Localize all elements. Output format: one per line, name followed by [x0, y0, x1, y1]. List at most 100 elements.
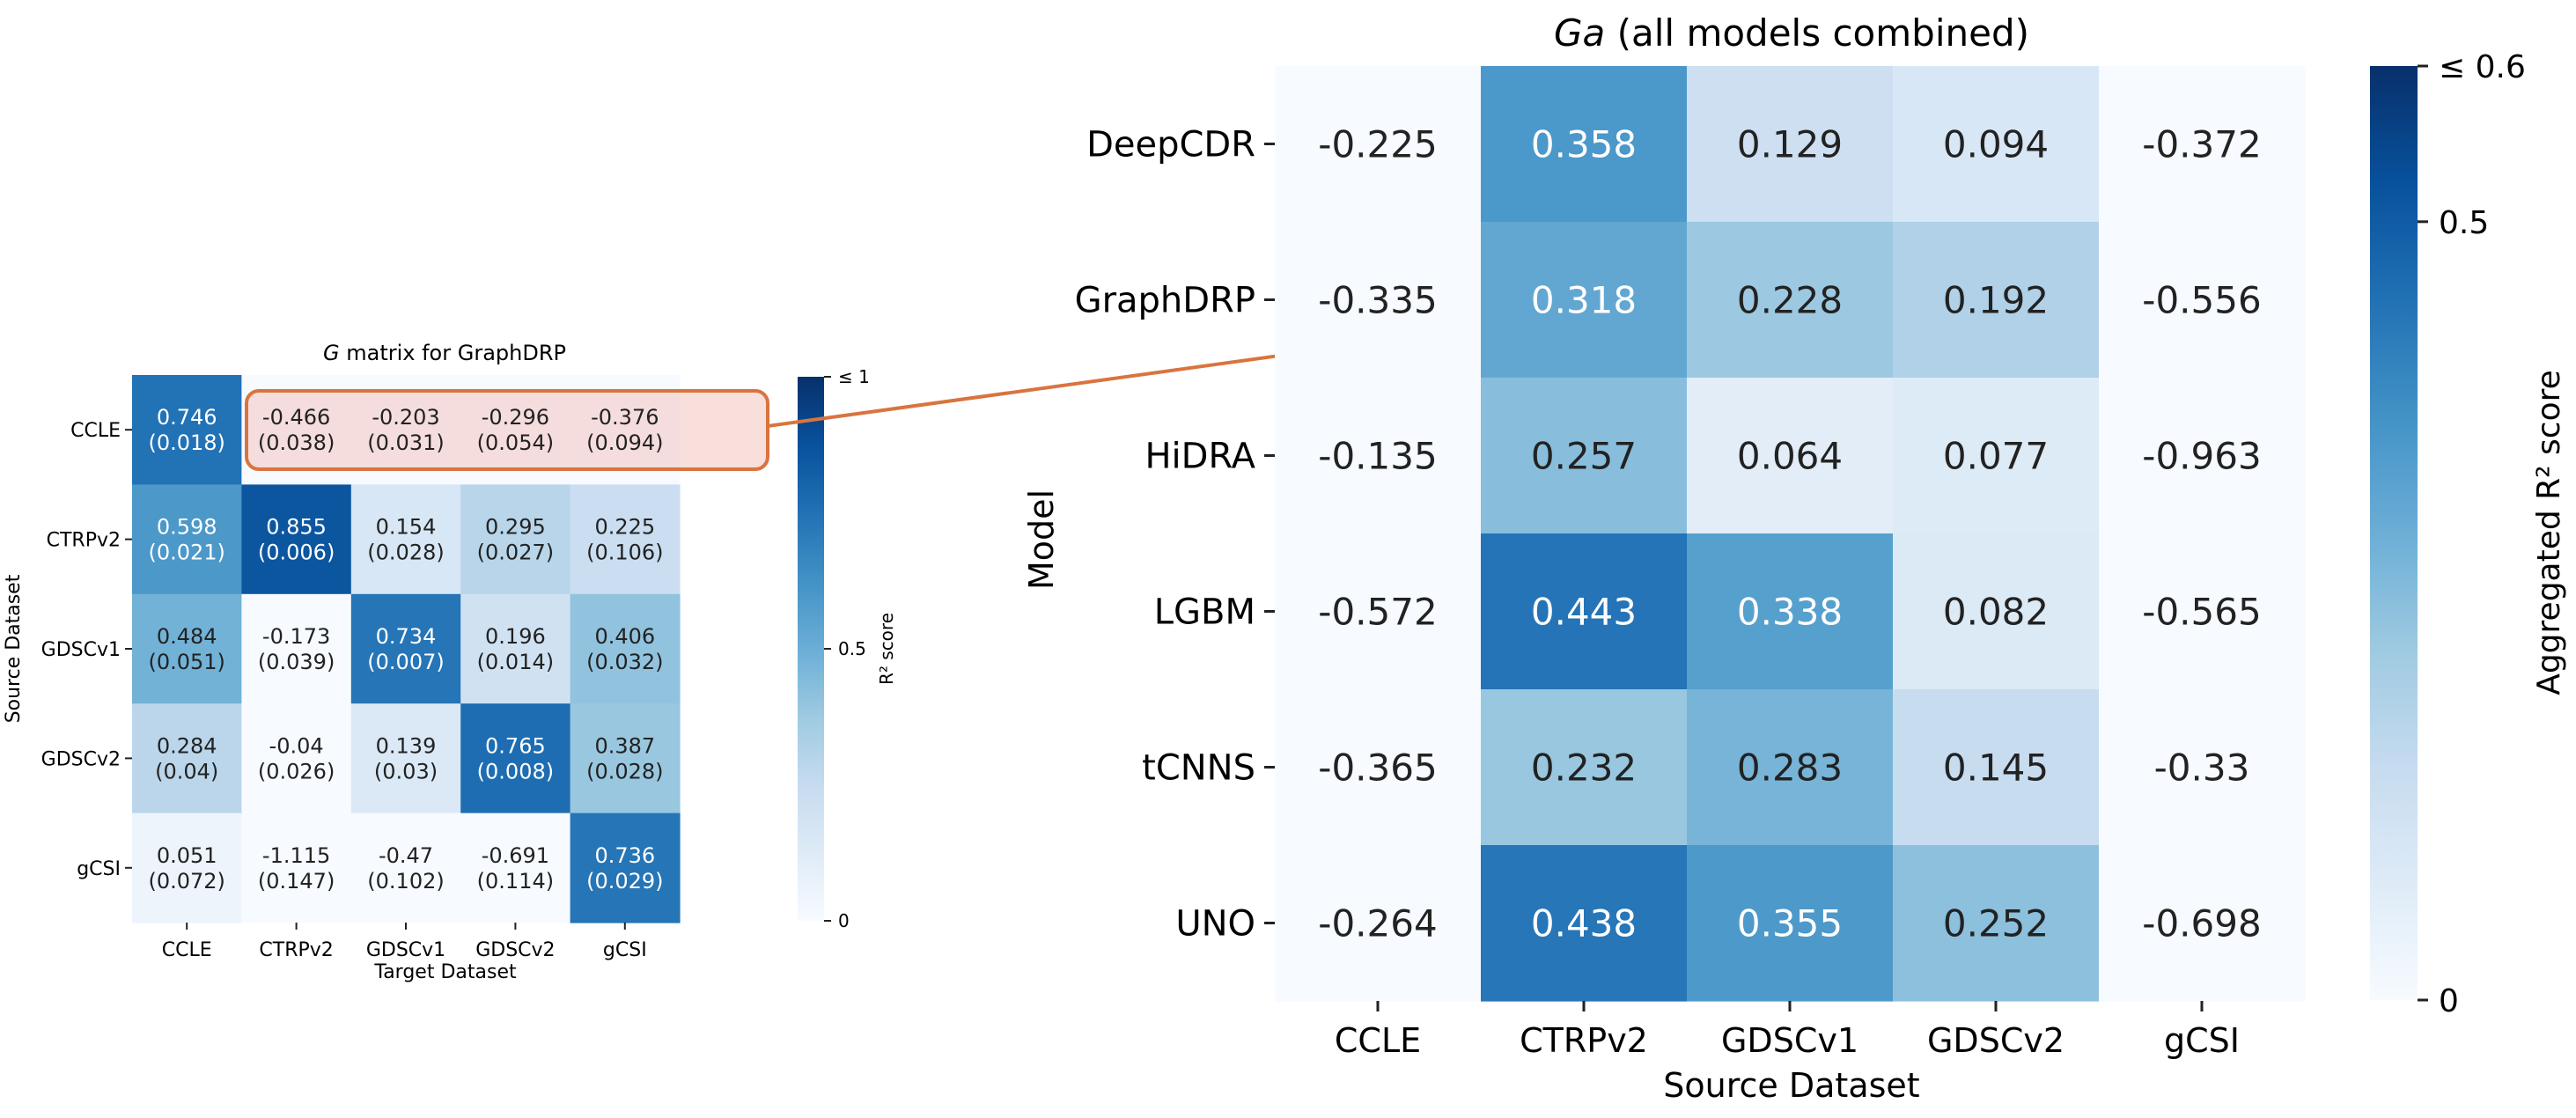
small-heatmap-cell-std: (0.031): [367, 430, 444, 455]
small-heatmap-cell-std: (0.008): [477, 759, 554, 783]
main-heatmap-cell-value: -0.335: [1318, 279, 1437, 322]
small-heatmap-cell-value: 0.598: [157, 515, 217, 540]
main-heatmap-cell-value: 0.443: [1531, 591, 1637, 634]
small-heatmap-cell-value: 0.139: [376, 733, 437, 758]
small-heatmap-cell-std: (0.051): [148, 650, 224, 674]
main-heatmap-cell-value: -0.963: [2142, 435, 2261, 478]
main-heatmap-cell-value: -0.365: [1318, 747, 1437, 790]
main-heatmap-x-tick-label: GDSCv2: [1927, 1021, 2064, 1060]
small-colorbar-label: R² score: [876, 613, 897, 685]
main-heatmap-cell-value: 0.358: [1531, 123, 1637, 166]
main-heatmap-cell: [2099, 66, 2306, 223]
small-heatmap-cell-std: (0.147): [258, 869, 335, 894]
main-heatmap-cell: [1275, 66, 1482, 223]
main-heatmap-cell: [1275, 222, 1482, 379]
main-heatmap-y-tick-label: HiDRA: [1144, 437, 1255, 477]
small-heatmap-cell: [570, 593, 681, 704]
small-heatmap-cell-std: (0.054): [477, 430, 554, 455]
main-heatmap-y-tick-label: LGBM: [1154, 592, 1255, 633]
small-heatmap-x-tick-label: CTRPv2: [259, 939, 333, 961]
main-heatmap-cell-value: 0.257: [1531, 435, 1637, 478]
main-heatmap-cell: [1481, 378, 1688, 534]
main-heatmap-cell: [1687, 845, 1894, 1002]
main-heatmap-cell: [1893, 533, 2100, 690]
main-colorbar: [2370, 66, 2418, 1000]
main-heatmap-cell: [1275, 689, 1482, 846]
main-heatmap-cell: [2099, 378, 2306, 534]
small-heatmap-cell: [241, 484, 352, 595]
main-heatmap-cell-value: 0.228: [1737, 279, 1843, 322]
small-heatmap-cell-std: (0.106): [586, 541, 663, 565]
small-heatmap-cell-value: -0.296: [482, 405, 549, 430]
small-heatmap-cell: [460, 484, 571, 595]
small-heatmap-cell-std: (0.114): [477, 869, 554, 894]
main-heatmap-cell: [1481, 222, 1688, 379]
small-heatmap-cell: [570, 484, 681, 595]
small-heatmap-cell-value: -0.47: [379, 843, 433, 868]
main-heatmap-x-tick-label: GDSCv1: [1721, 1021, 1858, 1060]
small-heatmap-cell: [132, 484, 242, 595]
main-heatmap-cell-value: -0.264: [1318, 902, 1437, 945]
main-heatmap-x-tick-label: CTRPv2: [1520, 1021, 1648, 1060]
main-heatmap-cell: [2099, 222, 2306, 379]
main-heatmap-cell-value: -0.372: [2142, 123, 2261, 166]
main-heatmap-cell-value: 0.318: [1531, 279, 1637, 322]
main-heatmap-x-label: Source Dataset: [1663, 1066, 1919, 1105]
small-heatmap-cell-std: (0.038): [258, 430, 335, 455]
small-heatmap-cell-std: (0.007): [367, 650, 444, 674]
small-heatmap-cell: [350, 484, 461, 595]
small-heatmap-x-tick-label: gCSI: [603, 939, 647, 961]
small-heatmap-title: G matrix for GraphDRP: [323, 341, 566, 365]
main-heatmap-cells: -0.225 0.358 0.129 0.094 -0.372 -0.335 0.318 0.…: [1275, 66, 2306, 1002]
small-heatmap-cell: [350, 813, 461, 923]
main-heatmap-cell-value: 0.283: [1737, 747, 1843, 790]
main-colorbar-tick-label: ≤ 0.6: [2439, 49, 2526, 85]
small-heatmap-cell-value: 0.406: [594, 624, 655, 649]
main-heatmap-cell: [1481, 689, 1688, 846]
main-heatmap-cell-value: -0.698: [2142, 902, 2261, 945]
main-colorbar-label: Aggregated R² score: [2531, 370, 2567, 695]
main-heatmap-y-ticks: DeepCDR GraphDRP HiDRA LGBM tCNNS UNO: [1075, 125, 1275, 945]
main-heatmap-cell: [1893, 66, 2100, 223]
small-heatmap-cell: [132, 593, 242, 704]
main-heatmap-cell-value: 0.438: [1531, 902, 1637, 945]
small-heatmap-cell: [460, 813, 571, 923]
main-colorbar-tick-label: 0.5: [2439, 205, 2489, 241]
small-heatmap-cell-std: (0.027): [477, 541, 554, 565]
main-heatmap-title: Ga (all models combined): [1554, 11, 2029, 55]
small-heatmap-cell: [132, 703, 242, 814]
small-heatmap-cell: [241, 813, 352, 923]
small-heatmap-cell-std: (0.028): [586, 759, 663, 783]
highlight-arrow: [767, 341, 1365, 428]
small-heatmap-y-tick-label: CCLE: [70, 420, 121, 442]
main-heatmap-cell-value: -0.225: [1318, 123, 1437, 166]
small-heatmap-y-tick-label: CTRPv2: [47, 530, 121, 552]
small-heatmap-cell: [460, 593, 571, 704]
main-heatmap-cell: [1893, 845, 2100, 1002]
main-heatmap-cell: [1275, 533, 1482, 690]
small-heatmap-cell: [570, 813, 681, 923]
small-heatmap-cell-std: (0.102): [367, 869, 444, 894]
main-heatmap-x-ticks: CCLE CTRPv2 GDSCv1 GDSCv2 gCSI: [1335, 1001, 2240, 1060]
small-heatmap-y-label: Source Dataset: [3, 574, 25, 723]
small-heatmap-cell-value: 0.225: [594, 515, 655, 540]
small-heatmap-cell-value: -0.466: [262, 405, 330, 430]
main-heatmap-cell: [2099, 845, 2306, 1002]
main-heatmap-cell: [1275, 378, 1482, 534]
small-heatmap-cell-value: 0.734: [376, 624, 437, 649]
small-heatmap-cell-std: (0.03): [374, 759, 438, 783]
small-heatmap-cell-std: (0.028): [367, 541, 444, 565]
main-heatmap-cell-value: 0.355: [1737, 902, 1843, 945]
small-heatmap-cell-std: (0.072): [148, 869, 224, 894]
main-heatmap-y-tick-label: UNO: [1175, 904, 1255, 945]
main-heatmap-x-tick-label: CCLE: [1335, 1021, 1421, 1060]
main-heatmap-cell: [2099, 689, 2306, 846]
main-heatmap-cell: [1893, 378, 2100, 534]
main-heatmap-cell-value: 0.192: [1943, 279, 2049, 322]
main-heatmap-cell-value: 0.252: [1943, 902, 2049, 945]
main-heatmap-cell-value: -0.33: [2154, 747, 2250, 790]
small-heatmap-cell-std: (0.04): [155, 759, 218, 783]
small-heatmap-highlight-text: -0.466(0.038) -0.203(0.031) -0.296(0.054) -…: [258, 405, 664, 455]
main-heatmap-cell-value: 0.077: [1943, 435, 2049, 478]
